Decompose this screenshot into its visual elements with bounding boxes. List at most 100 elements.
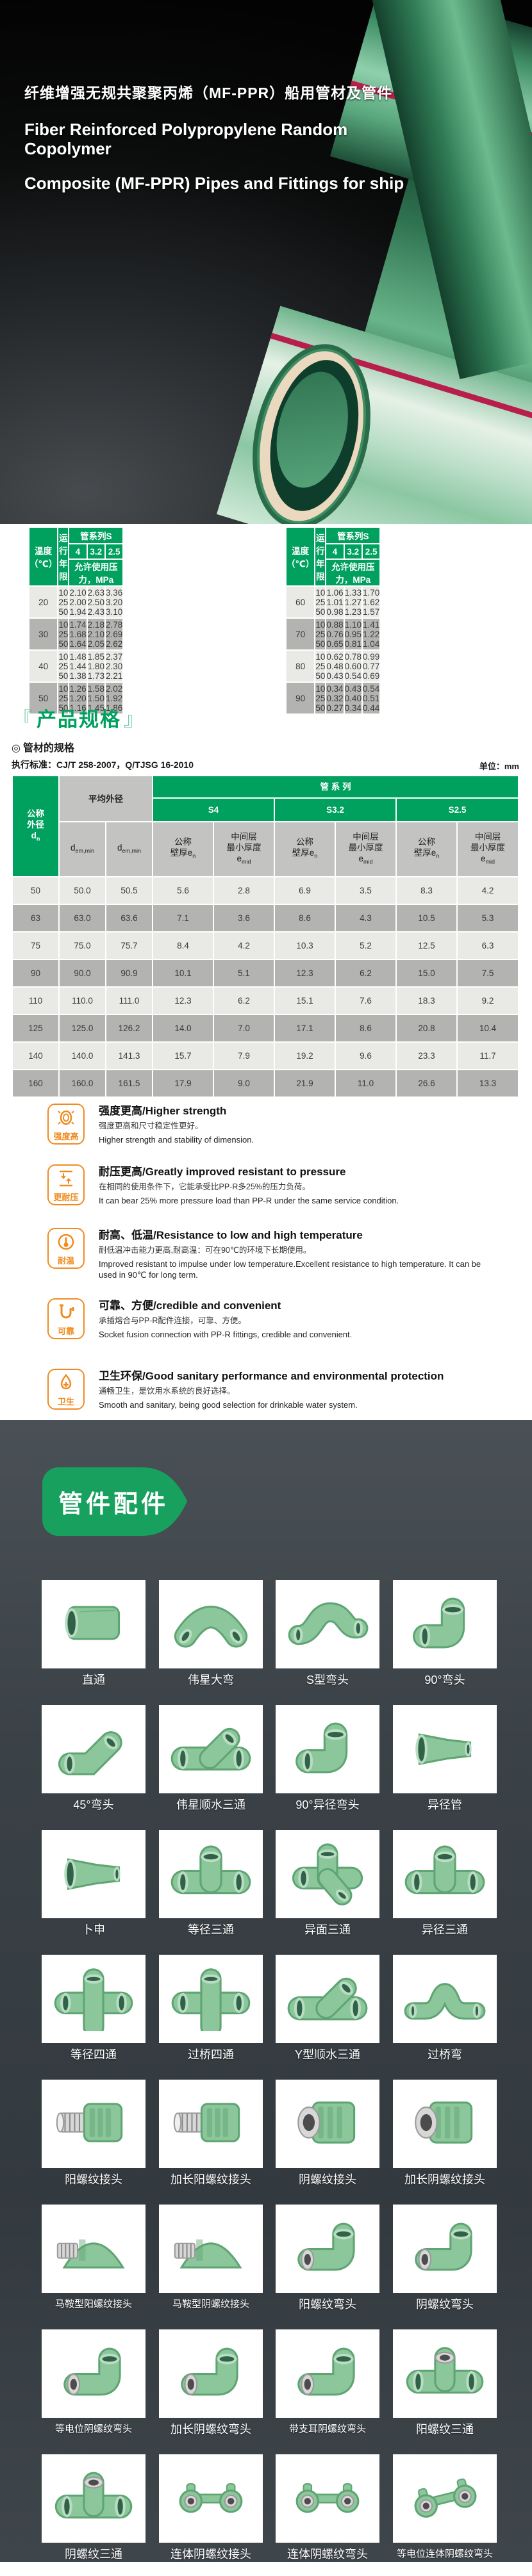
mid-layer-header: 中间层 最小厚度 emid — [456, 821, 520, 877]
saddle-fitting-icon — [167, 2214, 254, 2284]
spec-cell: 63 — [12, 904, 60, 933]
spec-cell: 10.5 — [395, 904, 458, 933]
mid-symbol: e — [237, 853, 242, 863]
fitting-photo — [393, 2329, 497, 2418]
fitting-photo — [276, 1955, 379, 2043]
fitting-item: 阴螺纹接头 — [276, 2080, 379, 2187]
mid-symbol: e — [358, 853, 363, 863]
value-line: 25 — [315, 661, 326, 671]
value-line: 1.22 — [362, 629, 380, 639]
series-group-header: 管 系 列 — [151, 775, 520, 799]
temp-cell: 60 — [285, 585, 316, 619]
temp-cell: 50 — [28, 681, 59, 715]
fitting-item: 等电位连体阴螺纹弯头 — [393, 2454, 497, 2561]
value-line: 25 — [58, 629, 69, 639]
s4-cell: 0.88 0.76 0.65 — [325, 617, 345, 651]
pressure-unit-header: 允许使用压力，MPa — [68, 558, 124, 587]
spec-cell: 15.1 — [274, 986, 336, 1015]
s25-cell: 3.36 3.20 3.10 — [104, 585, 124, 619]
value-line: 0.40 — [344, 693, 362, 703]
value-line: 2.18 — [87, 619, 104, 630]
wallbar-fitting-icon — [167, 2464, 254, 2534]
spec-cell: 6.2 — [213, 986, 275, 1015]
series-s-value-header: 2.5 — [361, 543, 381, 560]
spec-cell: 125.0 — [58, 1014, 106, 1043]
feature-text: 卫生环保/Good sanitary performance and envir… — [99, 1369, 444, 1410]
spec-cell: 2.8 — [213, 876, 275, 905]
series-s-value-header: 2.5 — [104, 543, 124, 560]
value-line: 0.27 — [326, 703, 344, 713]
fitting-item: 90°弯头 — [393, 1580, 497, 1687]
water-drop-icon — [56, 1373, 76, 1396]
fitting-photo — [159, 1580, 263, 1668]
fitting-photo — [42, 1580, 145, 1668]
wall-symbol: e — [187, 848, 193, 858]
section-title-text: 产品规格 — [37, 708, 121, 731]
feature-item: 可靠 可靠、方便/credible and convenient 承插熔合与PP-R… — [47, 1298, 496, 1340]
value-line: 1.58 — [87, 683, 104, 694]
hero-banner: 纤维增强无规共聚聚丙烯（MF-PPR）船用管材及管件 Fiber Reinfor… — [0, 0, 532, 524]
spec-cell: 17.1 — [274, 1014, 336, 1043]
dn-column-header: 公称 外径 dn — [12, 775, 60, 877]
value-line: 0.54 — [344, 671, 362, 681]
spec-row: 50 50.0 50.5 5.6 2.8 6.9 3.5 8.3 4.2 — [12, 876, 520, 905]
fittings-badge-label: 管件配件 — [58, 1491, 169, 1518]
value-line: 0.51 — [362, 693, 380, 703]
pressure-table-60-90: 温度（℃） 运行年限 管系列S 4 3.2 2.5 允许使用压力，MPa 60 10 25 50 1.… — [285, 526, 381, 715]
feature-icon-label: 耐温 — [57, 1256, 74, 1266]
wall-line1: 公称 — [418, 837, 435, 847]
value-line: 1.33 — [344, 587, 362, 598]
feature-icon-box: 卫生 — [47, 1369, 85, 1410]
fittings-row: 阳螺纹接头 加长阳螺纹接头 阴螺纹接头 加长阴螺纹接头 — [0, 2080, 532, 2201]
fitting-item: 45°弯头 — [42, 1705, 145, 1812]
fitting-label: 伟星大弯 — [188, 1674, 234, 1686]
s25-cell: 1.70 1.62 1.57 — [361, 585, 381, 619]
value-line: 1.62 — [362, 597, 380, 607]
fitting-label: 等径三通 — [188, 1923, 234, 1936]
feature-text: 耐高、低温/Resistance to low and high tempera… — [99, 1228, 496, 1280]
series-s4-header: S4 — [152, 797, 275, 822]
value-line: 2.02 — [105, 683, 123, 694]
cross-fitting-icon — [50, 1964, 137, 2037]
feature-title: 卫生环保/Good sanitary performance and envir… — [99, 1370, 444, 1382]
fitting-label: 连体阴螺纹弯头 — [287, 2548, 368, 2561]
temp-cell: 30 — [28, 617, 59, 651]
spec-cell: 10.4 — [456, 1014, 520, 1043]
value-line: 10 — [58, 683, 69, 694]
threadtee-fitting-icon — [50, 2464, 137, 2534]
eqwallbar-fitting-icon — [401, 2464, 488, 2534]
fitting-photo — [159, 2205, 263, 2293]
fitting-photo — [42, 2329, 145, 2418]
bridge-fitting-icon — [401, 1964, 488, 2034]
fitting-item: 阳螺纹弯头 — [276, 2205, 379, 2311]
value-line: 25 — [315, 693, 326, 703]
spec-cell: 8.3 — [395, 876, 458, 905]
series-s25-header: S2.5 — [395, 797, 520, 822]
fitting-label: Y型顺水三通 — [294, 2048, 360, 2061]
fitting-photo — [276, 2080, 379, 2168]
temp-column-header: 温度（℃） — [28, 526, 59, 587]
spec-cell: 6.2 — [335, 959, 397, 988]
pressure-row: 60 10 25 50 1.06 1.01 0.98 1.33 1.27 1.23 1.70 1.62… — [285, 585, 381, 619]
fitting-item: 异径三通 — [393, 1830, 497, 1937]
value-line: 0.78 — [344, 651, 362, 662]
value-line: 25 — [315, 629, 326, 639]
value-line: 50 — [58, 607, 69, 617]
value-line: 1.92 — [105, 693, 123, 703]
fitting-photo — [393, 1830, 497, 1918]
fitting-label: 阳螺纹接头 — [65, 2173, 122, 2186]
temp-column-header: 温度（℃） — [285, 526, 316, 587]
value-line: 0.34 — [344, 703, 362, 713]
sbend-fitting-icon — [284, 1590, 371, 1659]
feature-desc-en: Higher strength and stability of dimensi… — [99, 1135, 254, 1145]
fittings-row: 直通 伟星大弯 S型弯头 90°弯头 — [0, 1580, 532, 1702]
value-line: 1.23 — [344, 607, 362, 617]
spec-cell: 15.7 — [152, 1041, 214, 1070]
spec-cell: 7.6 — [335, 986, 397, 1015]
value-line: 2.05 — [87, 639, 104, 649]
s32-cell: 1.33 1.27 1.23 — [343, 585, 363, 619]
feature-title: 耐高、低温/Resistance to low and high tempera… — [99, 1229, 363, 1241]
fitting-photo — [276, 2454, 379, 2543]
value-line: 1.27 — [344, 597, 362, 607]
s32-cell: 2.18 2.10 2.05 — [86, 617, 106, 651]
